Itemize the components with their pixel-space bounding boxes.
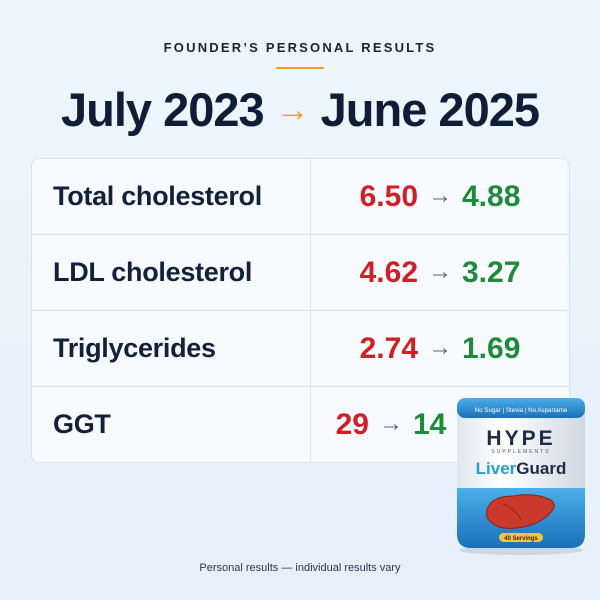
metric-values: 4.62 → 3.27 [311,235,569,312]
metric-values: 6.50 → 4.88 [311,159,569,236]
date-from: July 2023 [61,83,265,136]
table-row-ldl-cholesterol: LDL cholesterol 4.62 → 3.27 [32,235,569,311]
value-after: 1.69 [462,332,521,365]
value-before: 29 [335,408,369,441]
metric-label: GGT [53,409,111,439]
arrow-right-icon: → [379,410,403,437]
arrow-right-icon: → [428,182,452,209]
value-before: 4.62 [359,256,418,289]
product-name: LiverGuard [476,459,567,478]
product-servings: 40 Servings [504,536,538,542]
table-row-ggt: GGT 29 → 14 [32,387,569,462]
value-before: 6.50 [359,180,418,213]
accent-divider [276,67,324,69]
arrow-right-icon: → [428,258,452,285]
product-name-part1: Liver [476,459,517,478]
metric-values: 29 → 14 [311,387,471,462]
product-jar-image: No Sugar | Stevia | No Aspartame HYPE SU… [457,398,585,555]
arrow-right-icon: → [275,91,310,129]
product-brand-sub: SUPPLEMENTS [491,449,550,455]
table-row-total-cholesterol: Total cholesterol 6.50 → 4.88 [32,159,569,235]
value-after: 3.27 [462,256,521,289]
product-name-part2: Guard [516,459,566,478]
value-after: 4.88 [462,180,521,213]
date-to: June 2025 [320,83,540,136]
results-table: Total cholesterol 6.50 → 4.88 LDL choleste… [31,158,570,463]
value-after: 14 [413,408,447,441]
product-brand: HYPE [486,427,555,450]
table-row-triglycerides: Triglycerides 2.74 → 1.69 [32,311,569,387]
value-before: 2.74 [359,332,418,365]
metric-label: Total cholesterol [53,181,262,211]
metric-label: LDL cholesterol [53,257,253,287]
arrow-right-icon: → [428,334,452,361]
disclaimer-footnote: Personal results — individual results va… [199,562,401,574]
metric-label: Triglycerides [53,333,216,363]
kicker-title: FOUNDER’S PERSONAL RESULTS [163,40,437,55]
metric-values: 2.74 → 1.69 [311,311,569,388]
product-top-band: No Sugar | Stevia | No Aspartame [475,407,568,414]
liver-icon [486,494,555,529]
date-range-headline: July 2023 → June 2025 [0,82,600,137]
